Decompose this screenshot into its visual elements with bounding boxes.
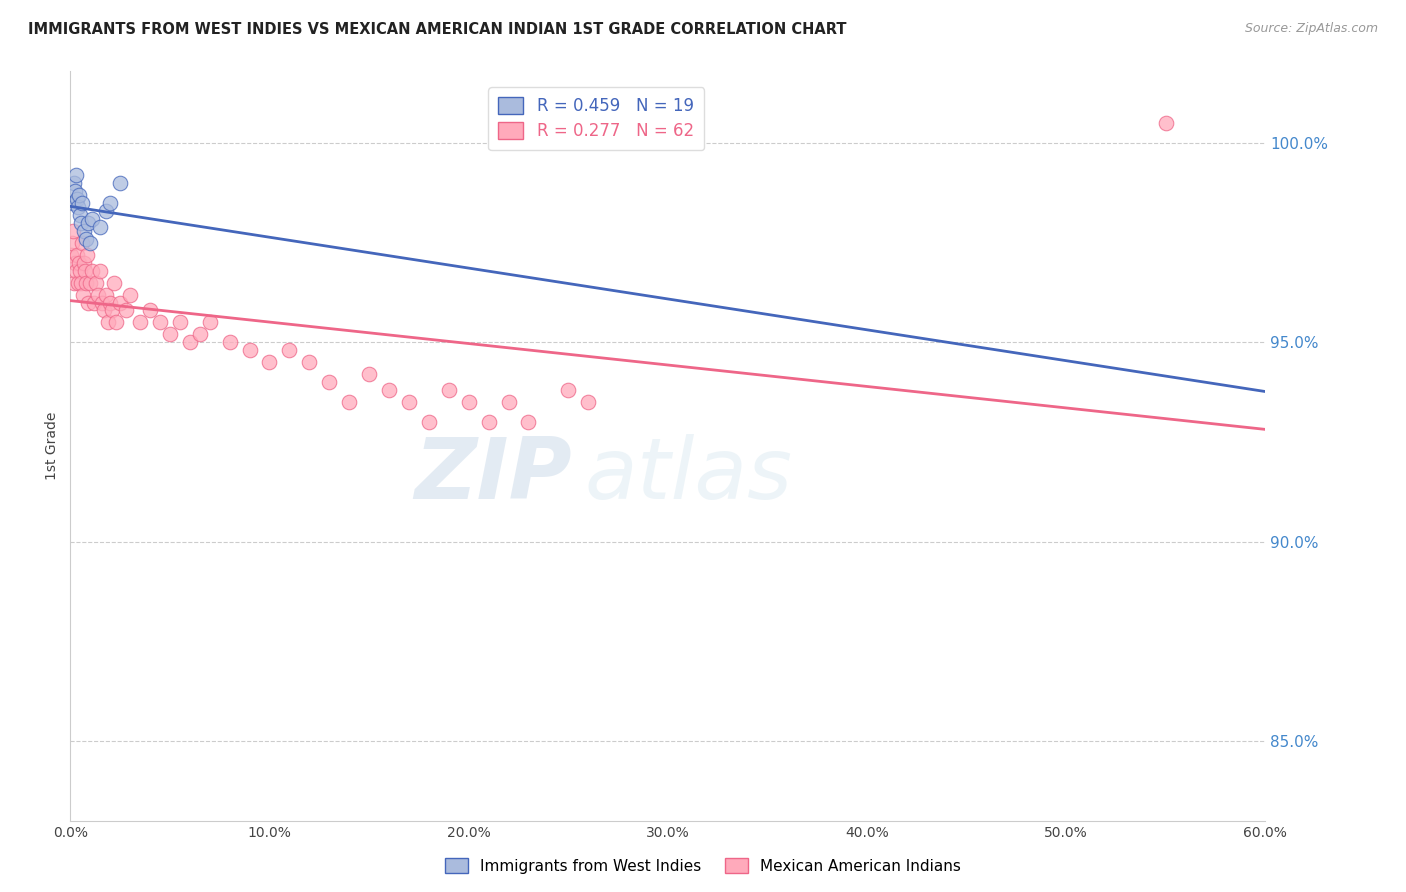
Point	[129, 315, 152, 329]
Point	[63, 276, 86, 290]
Point	[557, 383, 579, 397]
Point	[498, 395, 520, 409]
Point	[517, 415, 540, 429]
Point	[239, 343, 262, 358]
Point	[259, 355, 281, 369]
Text: IMMIGRANTS FROM WEST INDIES VS MEXICAN AMERICAN INDIAN 1ST GRADE CORRELATION CHA: IMMIGRANTS FROM WEST INDIES VS MEXICAN A…	[28, 22, 846, 37]
Point	[418, 415, 440, 429]
Point	[120, 287, 141, 301]
Point	[73, 255, 96, 269]
Point	[65, 263, 87, 277]
Point	[75, 263, 97, 277]
Point	[278, 343, 301, 358]
Point	[318, 376, 340, 390]
Point	[179, 335, 201, 350]
Point	[139, 303, 162, 318]
Point	[67, 188, 90, 202]
Point	[82, 263, 104, 277]
Point	[82, 211, 104, 226]
Point	[98, 195, 121, 210]
Point	[437, 383, 460, 397]
Point	[70, 235, 93, 250]
Legend: R = 0.459   N = 19, R = 0.277   N = 62: R = 0.459 N = 19, R = 0.277 N = 62	[488, 87, 704, 150]
Point	[79, 276, 101, 290]
Point	[478, 415, 501, 429]
Point	[79, 235, 101, 250]
Point	[218, 335, 240, 350]
Point	[66, 192, 89, 206]
Legend: Immigrants from West Indies, Mexican American Indians: Immigrants from West Indies, Mexican Ame…	[439, 852, 967, 880]
Point	[97, 315, 120, 329]
Point	[62, 224, 84, 238]
Point	[115, 303, 138, 318]
Point	[67, 200, 90, 214]
Point	[105, 315, 128, 329]
Point	[149, 315, 172, 329]
Point	[159, 327, 181, 342]
Point	[198, 315, 221, 329]
Point	[98, 295, 121, 310]
Point	[101, 303, 124, 318]
Point	[60, 248, 83, 262]
Point	[72, 287, 94, 301]
Text: Source: ZipAtlas.com: Source: ZipAtlas.com	[1244, 22, 1378, 36]
Point	[67, 255, 90, 269]
Point	[76, 248, 98, 262]
Point	[378, 383, 401, 397]
Point	[108, 295, 131, 310]
Point	[576, 395, 599, 409]
Point	[103, 276, 125, 290]
Point	[89, 219, 111, 234]
Point	[75, 232, 97, 246]
Point	[65, 184, 87, 198]
Point	[63, 176, 86, 190]
Point	[70, 195, 93, 210]
Point	[337, 395, 360, 409]
Point	[188, 327, 211, 342]
Point	[87, 287, 110, 301]
Point	[457, 395, 479, 409]
Point	[77, 216, 100, 230]
Point	[89, 263, 111, 277]
Point	[69, 263, 91, 277]
Text: atlas: atlas	[585, 434, 792, 517]
Point	[77, 295, 100, 310]
Point	[1154, 116, 1177, 130]
Point	[93, 303, 115, 318]
Point	[398, 395, 420, 409]
Text: ZIP: ZIP	[415, 434, 572, 517]
Point	[83, 295, 105, 310]
Point	[67, 276, 90, 290]
Point	[62, 195, 84, 210]
Point	[108, 176, 131, 190]
Y-axis label: 1st Grade: 1st Grade	[45, 412, 59, 480]
Point	[298, 355, 321, 369]
Point	[169, 315, 191, 329]
Point	[96, 287, 118, 301]
Point	[75, 276, 97, 290]
Point	[96, 203, 118, 218]
Point	[359, 368, 381, 382]
Point	[84, 276, 107, 290]
Point	[70, 216, 93, 230]
Point	[70, 276, 93, 290]
Point	[73, 224, 96, 238]
Point	[66, 248, 89, 262]
Point	[60, 235, 83, 250]
Point	[65, 255, 87, 269]
Point	[69, 208, 91, 222]
Point	[91, 295, 114, 310]
Point	[65, 168, 87, 182]
